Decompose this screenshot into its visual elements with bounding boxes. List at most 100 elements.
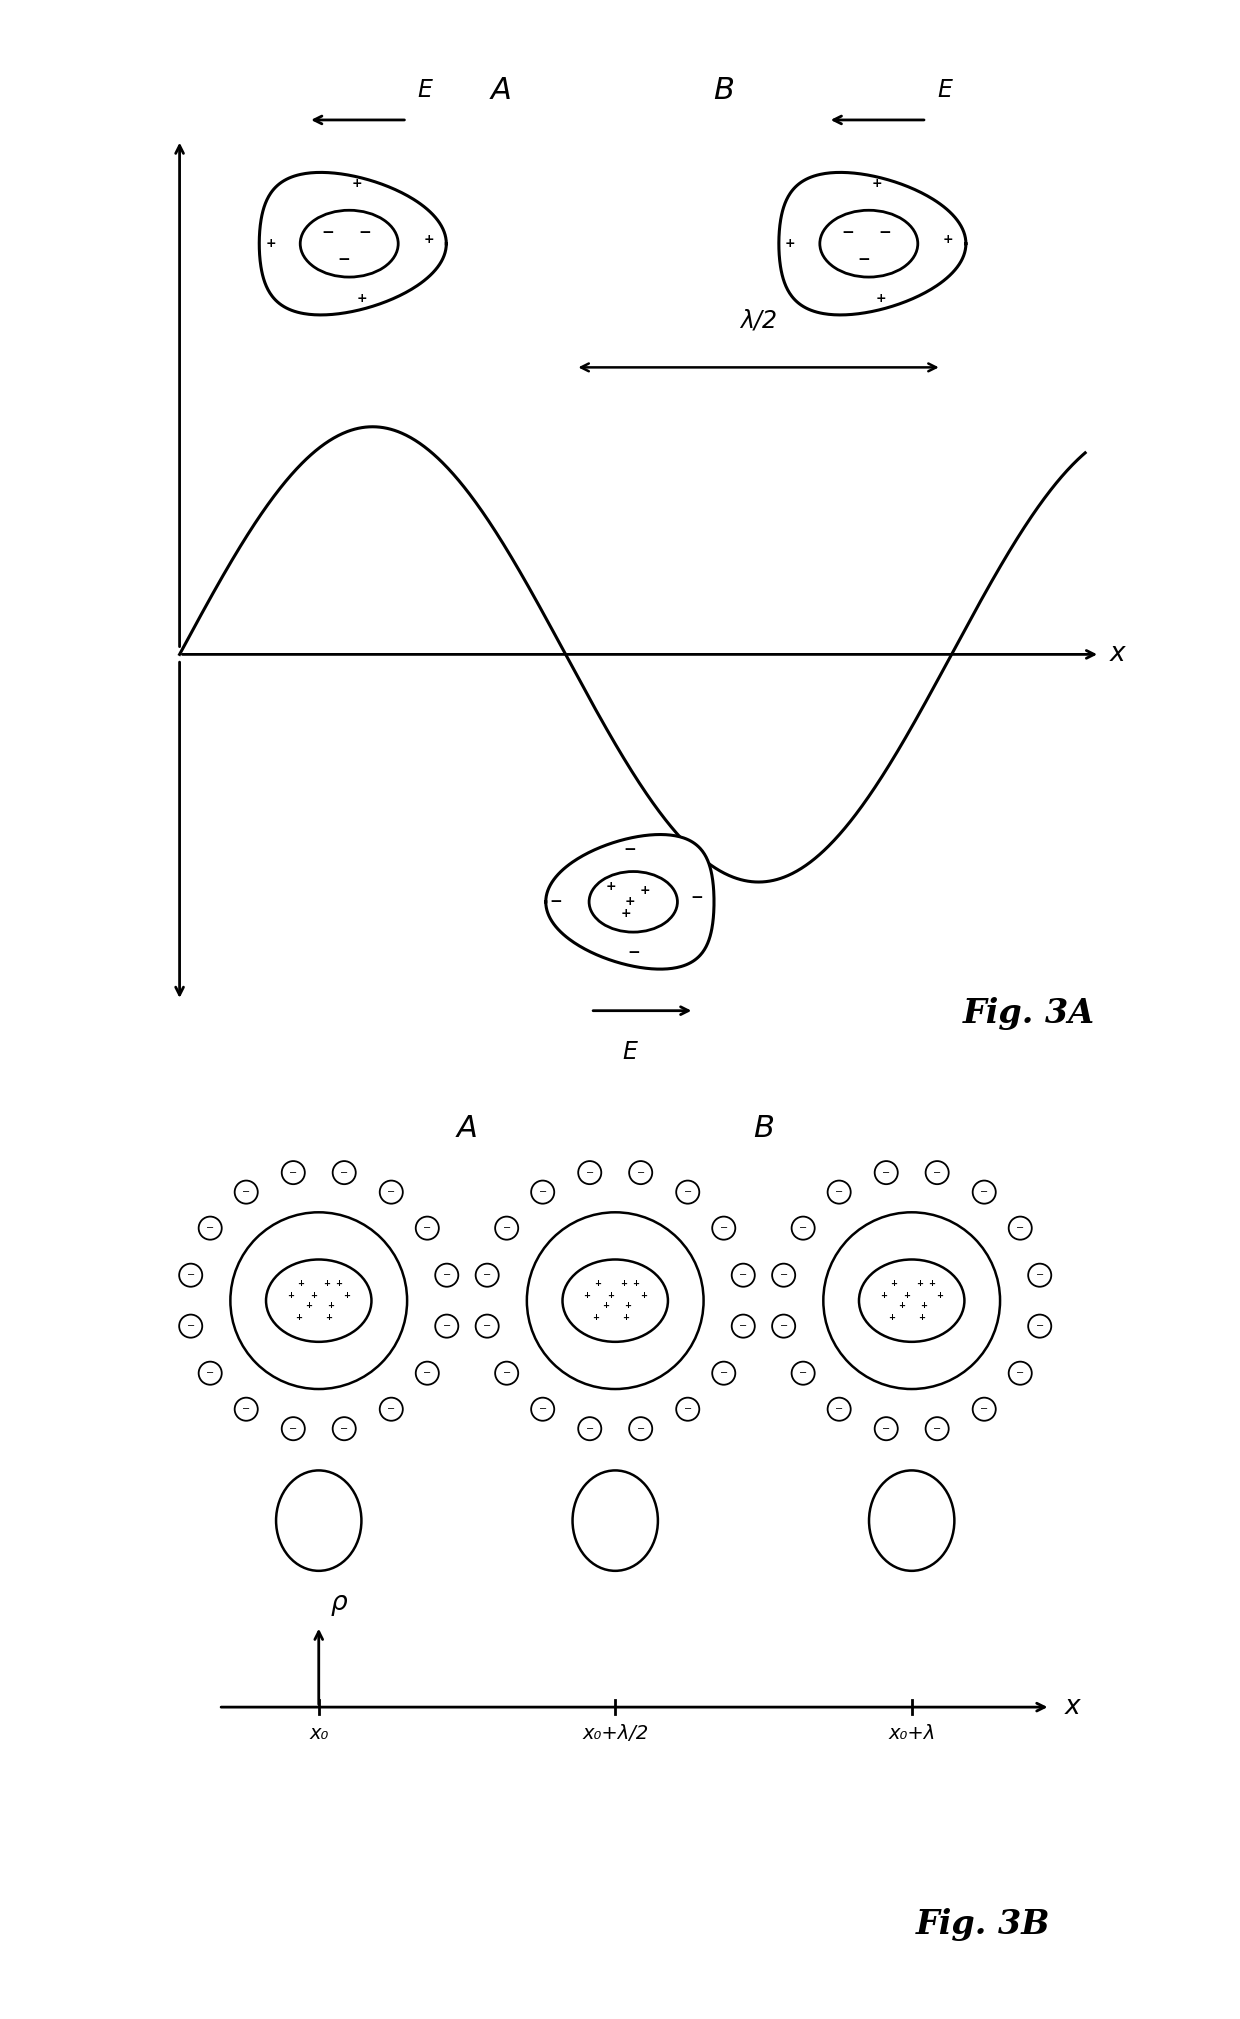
Circle shape: [773, 1314, 795, 1339]
Text: +: +: [625, 894, 635, 909]
Text: −: −: [443, 1320, 451, 1331]
Text: −: −: [187, 1270, 195, 1280]
Circle shape: [281, 1417, 305, 1440]
Text: −: −: [739, 1270, 748, 1280]
Text: −: −: [585, 1423, 594, 1433]
Circle shape: [629, 1417, 652, 1440]
Text: −: −: [538, 1187, 547, 1197]
Text: −: −: [882, 1167, 890, 1177]
Circle shape: [773, 1264, 795, 1286]
Text: −: −: [882, 1423, 890, 1433]
Text: −: −: [289, 1167, 298, 1177]
Text: −: −: [683, 1403, 692, 1413]
Text: −: −: [780, 1270, 787, 1280]
Text: −: −: [585, 1167, 594, 1177]
Circle shape: [495, 1361, 518, 1385]
Circle shape: [732, 1264, 755, 1286]
Text: −: −: [206, 1369, 215, 1379]
Text: −: −: [549, 894, 562, 909]
Text: ρ: ρ: [330, 1591, 347, 1617]
Text: B: B: [713, 77, 734, 105]
Text: x₀: x₀: [309, 1724, 329, 1742]
Text: −: −: [1035, 1320, 1044, 1331]
Text: Fig. 3A: Fig. 3A: [963, 997, 1095, 1030]
Circle shape: [379, 1181, 403, 1203]
Text: −: −: [691, 890, 703, 905]
Text: +: +: [335, 1280, 342, 1288]
Text: +: +: [632, 1280, 639, 1288]
Text: −: −: [289, 1423, 298, 1433]
Text: +: +: [880, 1290, 887, 1300]
Text: +: +: [594, 1280, 600, 1288]
Circle shape: [1028, 1264, 1052, 1286]
Circle shape: [1028, 1314, 1052, 1339]
Circle shape: [791, 1361, 815, 1385]
Text: +: +: [898, 1300, 905, 1310]
Circle shape: [629, 1161, 652, 1185]
Text: +: +: [903, 1290, 910, 1300]
Text: −: −: [423, 1224, 432, 1234]
Circle shape: [676, 1397, 699, 1421]
Text: +: +: [327, 1300, 335, 1310]
Text: −: −: [878, 226, 892, 240]
Text: x₀+λ/2: x₀+λ/2: [582, 1724, 649, 1742]
Circle shape: [527, 1211, 703, 1389]
Text: −: −: [1016, 1224, 1024, 1234]
Text: +: +: [298, 1280, 304, 1288]
Text: −: −: [502, 1224, 511, 1234]
Circle shape: [495, 1217, 518, 1240]
Text: +: +: [920, 1300, 928, 1310]
Circle shape: [578, 1161, 601, 1185]
Text: +: +: [624, 1300, 631, 1310]
Text: +: +: [640, 884, 650, 896]
Circle shape: [972, 1397, 996, 1421]
Text: −: −: [835, 1187, 843, 1197]
Text: +: +: [621, 1312, 629, 1322]
Text: −: −: [624, 842, 636, 858]
Text: +: +: [288, 1290, 294, 1300]
Text: +: +: [919, 1312, 925, 1322]
Circle shape: [732, 1314, 755, 1339]
Ellipse shape: [300, 210, 398, 277]
Text: −: −: [538, 1403, 547, 1413]
Text: +: +: [324, 1280, 330, 1288]
Polygon shape: [779, 172, 966, 315]
Text: +: +: [591, 1312, 599, 1322]
Text: −: −: [387, 1403, 396, 1413]
Circle shape: [435, 1314, 459, 1339]
Text: −: −: [340, 1167, 348, 1177]
Text: −: −: [337, 252, 350, 267]
Text: −: −: [1016, 1369, 1024, 1379]
Ellipse shape: [563, 1260, 668, 1343]
Text: +: +: [872, 176, 882, 190]
Text: +: +: [640, 1290, 647, 1300]
Text: −: −: [980, 1187, 988, 1197]
Text: −: −: [980, 1403, 988, 1413]
Circle shape: [827, 1181, 851, 1203]
Circle shape: [179, 1314, 202, 1339]
Circle shape: [379, 1397, 403, 1421]
Circle shape: [676, 1181, 699, 1203]
Text: −: −: [857, 252, 869, 267]
Text: −: −: [242, 1187, 250, 1197]
Circle shape: [281, 1161, 305, 1185]
Text: −: −: [719, 1369, 728, 1379]
Circle shape: [476, 1314, 498, 1339]
Text: −: −: [484, 1320, 491, 1331]
Text: −: −: [206, 1224, 215, 1234]
Ellipse shape: [869, 1470, 955, 1571]
Text: −: −: [636, 1423, 645, 1433]
Circle shape: [179, 1264, 202, 1286]
Text: +: +: [606, 880, 616, 892]
Text: E: E: [622, 1040, 637, 1064]
Circle shape: [925, 1161, 949, 1185]
Ellipse shape: [820, 210, 918, 277]
Text: +: +: [620, 1280, 626, 1288]
Text: +: +: [916, 1280, 924, 1288]
Text: +: +: [929, 1280, 935, 1288]
Text: −: −: [502, 1369, 511, 1379]
Text: −: −: [841, 226, 854, 240]
Text: +: +: [785, 236, 796, 250]
Text: +: +: [584, 1290, 590, 1300]
Circle shape: [712, 1361, 735, 1385]
